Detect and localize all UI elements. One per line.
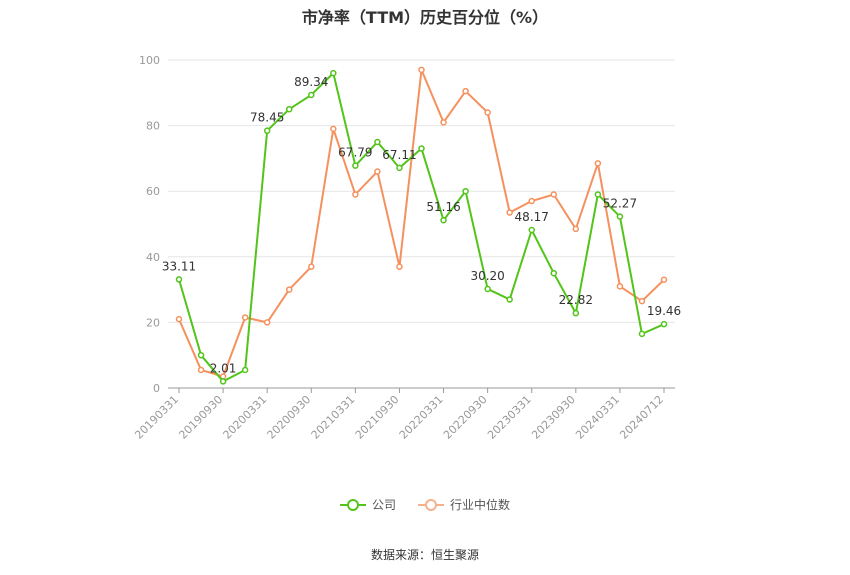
legend: 公司 行业中位数 (0, 496, 850, 513)
data-point-industry (638, 297, 646, 305)
legend-swatch-company (339, 498, 366, 511)
x-tick-label: 20220331 (397, 393, 446, 442)
data-point-industry (616, 283, 624, 290)
data-point-industry (440, 119, 447, 126)
data-point-industry (506, 209, 513, 216)
legend-swatch-industry (418, 498, 444, 511)
data-point-company (352, 162, 359, 169)
y-tick-label: 40 (146, 251, 160, 264)
data-label: 89.34 (294, 75, 328, 89)
x-tick-label: 20240712 (617, 393, 666, 442)
data-point-industry (308, 263, 315, 270)
x-tick-label: 20210930 (353, 393, 402, 442)
x-tick-label: 20230930 (529, 393, 578, 442)
data-point-industry (484, 109, 491, 116)
data-label: 78.45 (250, 111, 284, 125)
data-label: 2.01 (210, 361, 237, 375)
data-point-company (594, 191, 602, 198)
data-point-industry (660, 276, 668, 284)
data-label: 48.17 (515, 210, 549, 224)
data-label: 30.20 (470, 269, 504, 283)
data-label: 67.79 (338, 146, 372, 160)
data-point-company (462, 187, 469, 195)
x-tick-label: 20200930 (265, 393, 314, 442)
data-point-industry (330, 125, 337, 133)
data-point-industry (528, 197, 535, 205)
data-point-industry (197, 366, 205, 374)
legend-label-company: 公司 (371, 498, 396, 512)
x-tick-label: 20190331 (132, 393, 181, 442)
x-tick-label: 20190930 (176, 393, 225, 442)
data-label: 33.11 (162, 259, 196, 273)
data-point-company (506, 296, 513, 303)
data-point-company (308, 91, 315, 99)
x-tick-label: 20220930 (441, 393, 490, 442)
data-point-company (528, 226, 535, 234)
data-point-industry (374, 168, 381, 175)
data-point-industry (175, 315, 183, 323)
y-tick-label: 80 (146, 120, 160, 133)
data-point-industry (462, 87, 469, 95)
x-tick-label: 20240331 (573, 393, 622, 442)
data-point-company (418, 145, 425, 152)
y-tick-label: 60 (146, 185, 160, 198)
source-label: 数据来源：恒生聚源 (370, 548, 479, 562)
x-tick-label: 20210331 (309, 393, 358, 442)
data-point-company (484, 285, 491, 293)
data-point-company (330, 69, 337, 77)
data-point-company (197, 351, 205, 359)
data-point-industry (550, 191, 558, 198)
x-tick-label: 20200331 (221, 393, 270, 442)
data-point-company (396, 164, 403, 172)
legend-label-industry: 行业中位数 (450, 498, 511, 512)
data-point-company (241, 366, 249, 374)
data-point-company (263, 127, 271, 134)
data-point-industry (572, 225, 580, 233)
data-point-industry (418, 66, 425, 74)
chart-title: 市净率（TTM）历史百分位（%） (301, 8, 549, 27)
data-point-industry (594, 160, 602, 167)
data-label: 19.46 (647, 304, 681, 318)
data-point-company (660, 320, 668, 328)
data-point-company (374, 138, 381, 146)
data-point-company (638, 330, 646, 338)
data-point-company (616, 213, 624, 220)
data-point-industry (396, 263, 403, 270)
data-point-industry (263, 319, 271, 326)
y-tick-label: 0 (153, 382, 160, 395)
data-label: 22.82 (559, 293, 593, 307)
data-point-industry (241, 314, 249, 321)
data-point-industry (352, 191, 359, 198)
data-label: 52.27 (603, 197, 637, 211)
data-point-company (550, 269, 558, 277)
legend-item-company[interactable]: 公司 (339, 496, 396, 513)
data-label: 51.16 (426, 200, 460, 214)
y-tick-label: 100 (139, 54, 160, 67)
x-tick-label: 20230331 (485, 393, 534, 442)
data-point-industry (285, 286, 293, 293)
data-point-company (440, 216, 447, 224)
data-point-company (285, 105, 293, 113)
legend-item-industry[interactable]: 行业中位数 (418, 496, 510, 513)
data-point-company (572, 309, 580, 317)
y-tick-label: 20 (146, 316, 160, 329)
data-label: 67.11 (382, 148, 416, 162)
data-point-company (219, 378, 227, 385)
data-point-company (175, 276, 183, 283)
